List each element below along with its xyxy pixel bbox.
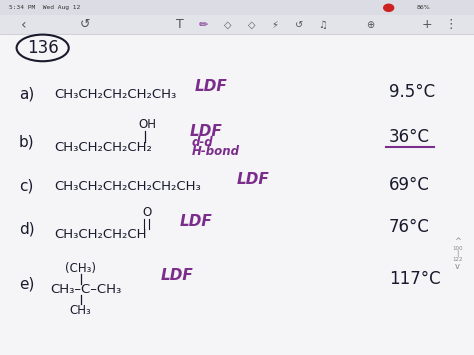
Text: +: + [421, 18, 432, 31]
Text: |: | [456, 250, 459, 257]
Text: d): d) [19, 222, 35, 236]
Text: CH₃: CH₃ [70, 304, 91, 317]
Text: (CH₃): (CH₃) [65, 262, 96, 274]
Text: OH: OH [138, 118, 156, 131]
Text: O: O [142, 207, 152, 219]
Text: CH₃CH₂CH₂CH: CH₃CH₂CH₂CH [55, 228, 147, 241]
Text: 9.5°C: 9.5°C [389, 83, 435, 101]
Text: ♫: ♫ [318, 20, 327, 30]
Text: LDF: LDF [180, 214, 213, 229]
Circle shape [383, 4, 394, 12]
Text: CH₃–C–CH₃: CH₃–C–CH₃ [50, 283, 121, 296]
Text: LDF: LDF [190, 124, 222, 139]
Text: e): e) [19, 277, 34, 291]
Text: ◇: ◇ [247, 20, 255, 30]
Text: 5:34 PM  Wed Aug 12: 5:34 PM Wed Aug 12 [9, 5, 81, 10]
Text: LDF: LDF [237, 172, 270, 187]
Text: LDF: LDF [194, 80, 227, 94]
Text: T: T [176, 18, 184, 31]
Text: ✏: ✏ [199, 20, 209, 30]
FancyBboxPatch shape [0, 0, 474, 34]
Text: H-bond: H-bond [192, 146, 240, 158]
Text: 122: 122 [452, 257, 463, 262]
Text: ⋮: ⋮ [444, 18, 456, 31]
Text: ⚡: ⚡ [272, 20, 278, 30]
Text: 86%: 86% [417, 5, 431, 10]
Text: 136: 136 [27, 39, 58, 57]
Text: CH₃CH₂CH₂CH₂CH₂CH₃: CH₃CH₂CH₂CH₂CH₂CH₃ [55, 180, 201, 193]
Text: 117°C: 117°C [389, 270, 440, 288]
Text: 69°C: 69°C [389, 176, 429, 193]
Text: b): b) [19, 135, 35, 149]
Text: v: v [455, 262, 460, 271]
Text: ⊕: ⊕ [365, 20, 374, 30]
Text: CH₃CH₂CH₂CH₂CH₃: CH₃CH₂CH₂CH₂CH₃ [55, 88, 177, 100]
Text: a): a) [19, 87, 34, 102]
Text: ◇: ◇ [224, 20, 231, 30]
Text: ^: ^ [454, 237, 461, 246]
Text: ‹: ‹ [21, 18, 27, 32]
Text: d-d: d-d [192, 136, 214, 148]
Text: ↺: ↺ [294, 20, 303, 30]
Text: c): c) [19, 179, 33, 194]
Text: 36°C: 36°C [389, 128, 429, 146]
FancyBboxPatch shape [0, 0, 474, 15]
Text: 100: 100 [452, 246, 463, 251]
Text: LDF: LDF [161, 268, 194, 283]
Text: 76°C: 76°C [389, 218, 429, 236]
Text: CH₃CH₂CH₂CH₂: CH₃CH₂CH₂CH₂ [55, 141, 152, 154]
Text: ↺: ↺ [80, 18, 91, 31]
